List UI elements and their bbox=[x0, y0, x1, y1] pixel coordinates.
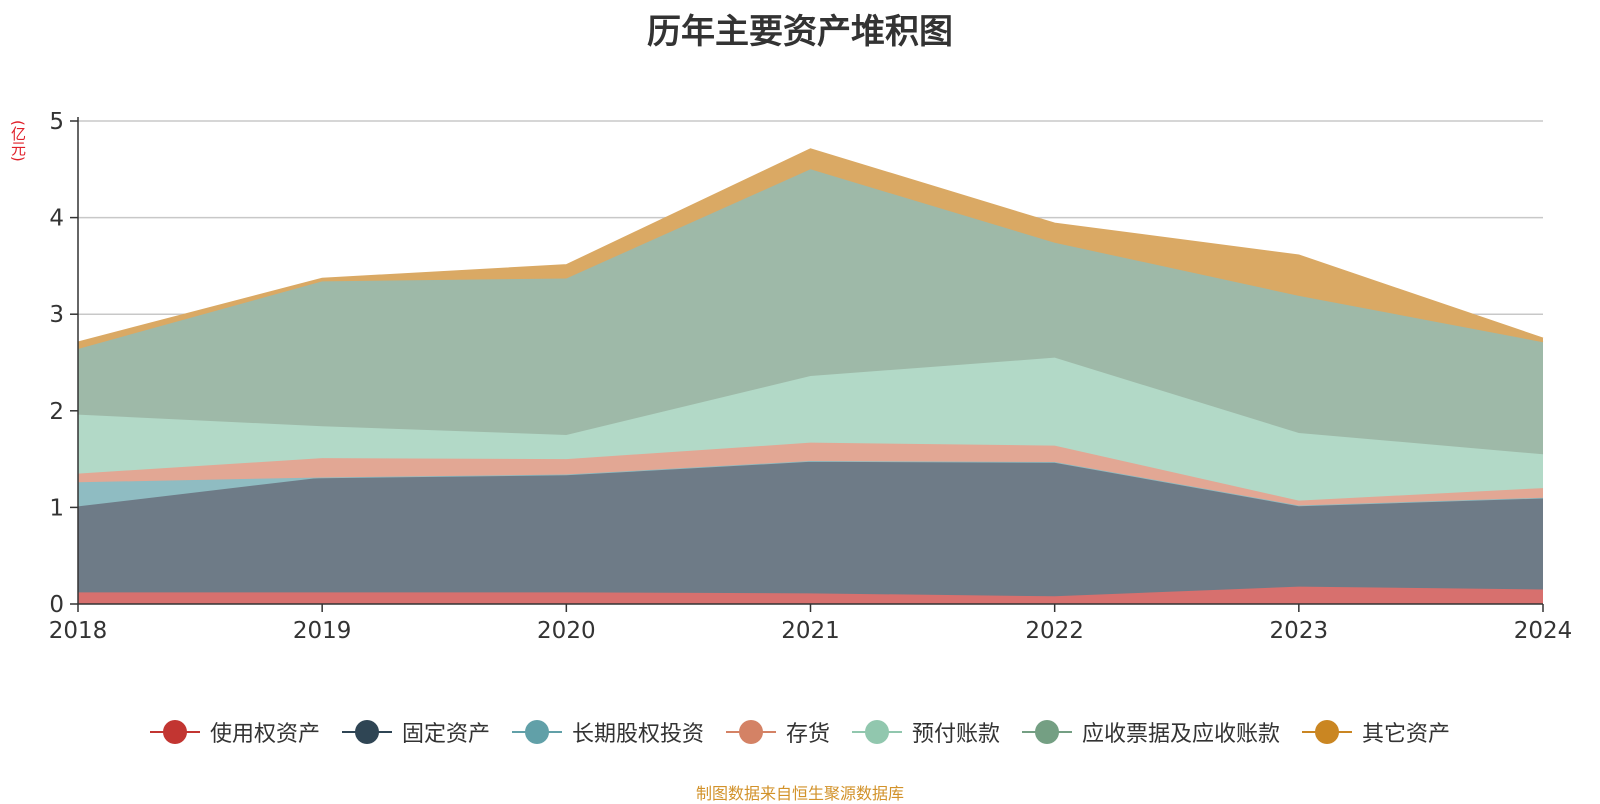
area-0 bbox=[78, 586, 1543, 604]
x-tick-label: 2023 bbox=[1270, 618, 1329, 644]
chart-plot: 0 1 2 3 4 5 2018 2019 2020 2021 2022 2023 2024 bbox=[49, 109, 1573, 644]
legend-item[interactable]: 使用权资产 bbox=[149, 716, 320, 748]
y-axis-unit: (亿元) bbox=[9, 120, 27, 162]
source-note: 制图数据来自恒生聚源数据库 bbox=[695, 784, 904, 803]
x-tick-label: 2019 bbox=[293, 618, 352, 644]
legend-marker-dot bbox=[865, 720, 889, 744]
legend: 使用权资产 固定资产 长期股权投资 存货 预付账款 应收票据及应收账款 其它资产 bbox=[0, 716, 1600, 748]
chart-title: 历年主要资产堆积图 bbox=[647, 12, 953, 52]
area-3 bbox=[78, 442, 1543, 506]
legend-item[interactable]: 长期股权投资 bbox=[511, 716, 704, 748]
legend-marker-dot bbox=[1315, 720, 1340, 744]
x-tick-label: 2018 bbox=[49, 618, 108, 644]
legend-item[interactable]: 预付账款 bbox=[852, 716, 1000, 748]
legend-marker-dot bbox=[1035, 720, 1060, 744]
legend-marker-dot bbox=[162, 720, 187, 744]
legend-item[interactable]: 固定资产 bbox=[341, 716, 490, 748]
y-tick-label: 0 bbox=[49, 592, 64, 618]
legend-item[interactable]: 其它资产 bbox=[1302, 716, 1450, 748]
y-tick-label: 5 bbox=[49, 109, 64, 135]
x-tick-label: 2020 bbox=[537, 618, 596, 644]
legend-label: 其它资产 bbox=[1362, 722, 1451, 747]
legend-marker-icon bbox=[341, 720, 392, 744]
x-tick-label: 2022 bbox=[1025, 618, 1084, 644]
legend-marker-icon bbox=[511, 720, 562, 744]
legend-label: 使用权资产 bbox=[209, 722, 320, 747]
legend-marker-dot bbox=[738, 720, 763, 744]
legend-marker-icon bbox=[852, 720, 902, 744]
legend-item[interactable]: 应收票据及应收账款 bbox=[1022, 716, 1280, 748]
y-tick-label: 3 bbox=[49, 302, 64, 328]
x-tick-label: 2021 bbox=[781, 618, 840, 644]
y-tick-label: 2 bbox=[49, 399, 64, 425]
series-line-6 bbox=[77, 148, 1544, 343]
legend-label: 应收票据及应收账款 bbox=[1082, 722, 1281, 747]
y-tick-label: 4 bbox=[49, 206, 64, 232]
legend-label: 固定资产 bbox=[401, 722, 490, 747]
legend-marker-dot bbox=[354, 720, 379, 744]
series-areas bbox=[77, 148, 1544, 604]
legend-label: 存货 bbox=[785, 722, 830, 747]
legend-label: 预付账款 bbox=[912, 722, 1001, 747]
legend-marker-icon bbox=[1302, 720, 1353, 744]
legend-marker-icon bbox=[1022, 720, 1073, 744]
legend-marker-icon bbox=[149, 720, 200, 744]
axes: 0 1 2 3 4 5 2018 2019 2020 2021 2022 2023 2024 bbox=[49, 109, 1573, 644]
area-1 bbox=[78, 461, 1543, 597]
area-4 bbox=[78, 357, 1543, 501]
legend-item[interactable]: 存货 bbox=[725, 716, 830, 748]
y-tick-label: 1 bbox=[49, 495, 64, 521]
legend-marker-icon bbox=[725, 720, 776, 744]
legend-label: 长期股权投资 bbox=[571, 722, 704, 747]
area-5 bbox=[78, 169, 1543, 455]
x-tick-label: 2024 bbox=[1514, 618, 1573, 644]
legend-marker-dot bbox=[524, 720, 549, 744]
